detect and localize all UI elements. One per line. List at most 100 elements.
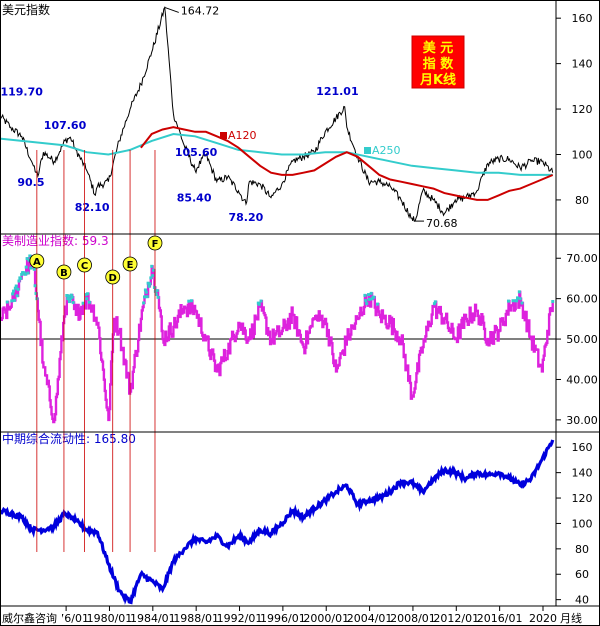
ism-high-point (259, 299, 263, 303)
ma250-label: A250 (372, 144, 401, 157)
y-tick-label: 30.00 (566, 414, 598, 427)
x-tick-label: 2012/01 (433, 612, 479, 625)
marker-label: C (81, 261, 88, 272)
marker-badge (105, 269, 121, 285)
ma120-line (140, 126, 554, 201)
ism-high-point (87, 300, 91, 304)
ism-high-point (84, 293, 88, 297)
y-tick-label: 80 (575, 194, 589, 207)
x-tick-label: 2016/01 (477, 612, 523, 625)
x-tick-label: 1996/01 (260, 612, 306, 625)
ism-high-point (367, 297, 371, 301)
ism-high-point (516, 296, 520, 300)
x-tick-label: 2020 (529, 612, 557, 625)
y-tick-label: 140 (572, 467, 593, 480)
annotation-label: 105.60 (175, 146, 218, 159)
liquidity-axis: 40 60 80 100 120 140 160 (556, 441, 593, 607)
ma120-label: A120 (228, 129, 257, 142)
y-tick-label: 100 (572, 148, 593, 161)
source-label: 威尔鑫咨询 (2, 611, 57, 625)
ism-high-point (65, 294, 69, 298)
liquidity-line (0, 439, 555, 605)
dollar-index-badge: 美 元 指 数 月K线 (411, 35, 465, 89)
marker-label: A (33, 257, 41, 268)
ism-high-point (69, 293, 73, 297)
ism-high-point (152, 268, 156, 272)
ism-high-point (34, 291, 38, 295)
ma120-swatch (220, 132, 227, 139)
ma250-line (0, 132, 553, 176)
ism-high-point (370, 297, 374, 301)
y-tick-label: 70.00 (566, 252, 598, 265)
ism-high-point (433, 300, 437, 304)
ism-high-point (14, 284, 18, 288)
ism-high-point (365, 302, 369, 306)
y-tick-label: 100 (572, 517, 593, 530)
dollar-index-panel: 80 100 120 140 160 164.72 119.70 107.60 90.5 82.… (0, 2, 593, 230)
ism-high-point (143, 288, 147, 292)
badge-line-3: 月K线 (419, 72, 456, 88)
dollar-index-lines (0, 5, 554, 222)
ism-high-point (369, 291, 373, 295)
ism-high-point (156, 295, 160, 299)
dollar-index-axis: 80 100 120 140 160 (556, 12, 593, 207)
ism-high-point (366, 293, 370, 297)
ism-high-point (432, 302, 436, 306)
annotation-label: 90.5 (17, 176, 44, 189)
ism-high-point (11, 292, 15, 296)
x-tick-label: 1984/01 (130, 612, 176, 625)
ism-high-point (376, 302, 380, 306)
ism-high-point (149, 276, 153, 280)
y-tick-label: 160 (572, 441, 593, 454)
ism-high-point (26, 271, 30, 275)
dollar-index-annotations: 164.72 119.70 107.60 90.5 82.10 105.60 85.40 78… (0, 4, 457, 230)
ma250-swatch (364, 147, 371, 154)
x-tick-label: 1992/01 (217, 612, 263, 625)
ism-high-point (511, 299, 515, 303)
annotation-label: 119.70 (0, 86, 43, 99)
ism-high-point (86, 292, 90, 296)
ism-high-point (67, 294, 71, 298)
ism-high-point (25, 257, 29, 261)
ism-high-point (515, 299, 519, 303)
ism-high-point (146, 281, 150, 285)
y-tick-label: 120 (572, 492, 593, 505)
x-tick-label: 2004/01 (347, 612, 393, 625)
ism-high-point (154, 292, 158, 296)
ism-high-point (71, 301, 75, 305)
time-axis: 1976/011980/011984/011988/011992/011996/… (0, 606, 600, 626)
dollar-index-price-line (0, 5, 554, 222)
y-tick-label: 160 (572, 12, 593, 25)
badge-line-1: 美 元 (423, 40, 454, 56)
ism-axis: 30.00 40.00 50.00 60.00 70.00 (556, 252, 598, 427)
event-markers: A B C DE F (29, 150, 163, 552)
ism-high-point (187, 299, 191, 303)
period-label-backdrop (558, 608, 600, 626)
ism-high-point (16, 287, 20, 291)
ism-panel: 30.00 40.00 50.00 60.00 70.00 美制造业指数: 59.3 (0, 233, 598, 427)
y-tick-label: 60.00 (566, 293, 598, 306)
y-tick-label: 40 (575, 594, 589, 607)
x-tick-label: 1980/01 (87, 612, 133, 625)
ism-high-point (363, 293, 367, 297)
ism-high-point (12, 289, 16, 293)
ism-high-point (19, 277, 23, 281)
ism-high-point (145, 295, 149, 299)
y-tick-label: 120 (572, 103, 593, 116)
ism-high-point (66, 297, 70, 301)
annotation-label: 107.60 (44, 119, 87, 132)
annotation-label: 82.10 (75, 201, 110, 214)
ism-high-point (10, 299, 14, 303)
x-tick-label: 1988/01 (173, 612, 219, 625)
ism-high-point (85, 297, 89, 301)
ism-high-point (81, 301, 85, 305)
ism-high-point (142, 301, 146, 305)
moving-average-legend: A120 A250 (220, 129, 401, 157)
ism-high-point (551, 299, 555, 303)
marker-badge (122, 256, 138, 272)
ism-high-point (32, 267, 36, 271)
annotation-label: 78.20 (228, 211, 263, 224)
marker-label: E (127, 260, 134, 271)
ism-title: 美制造业指数: 59.3 (2, 233, 109, 248)
